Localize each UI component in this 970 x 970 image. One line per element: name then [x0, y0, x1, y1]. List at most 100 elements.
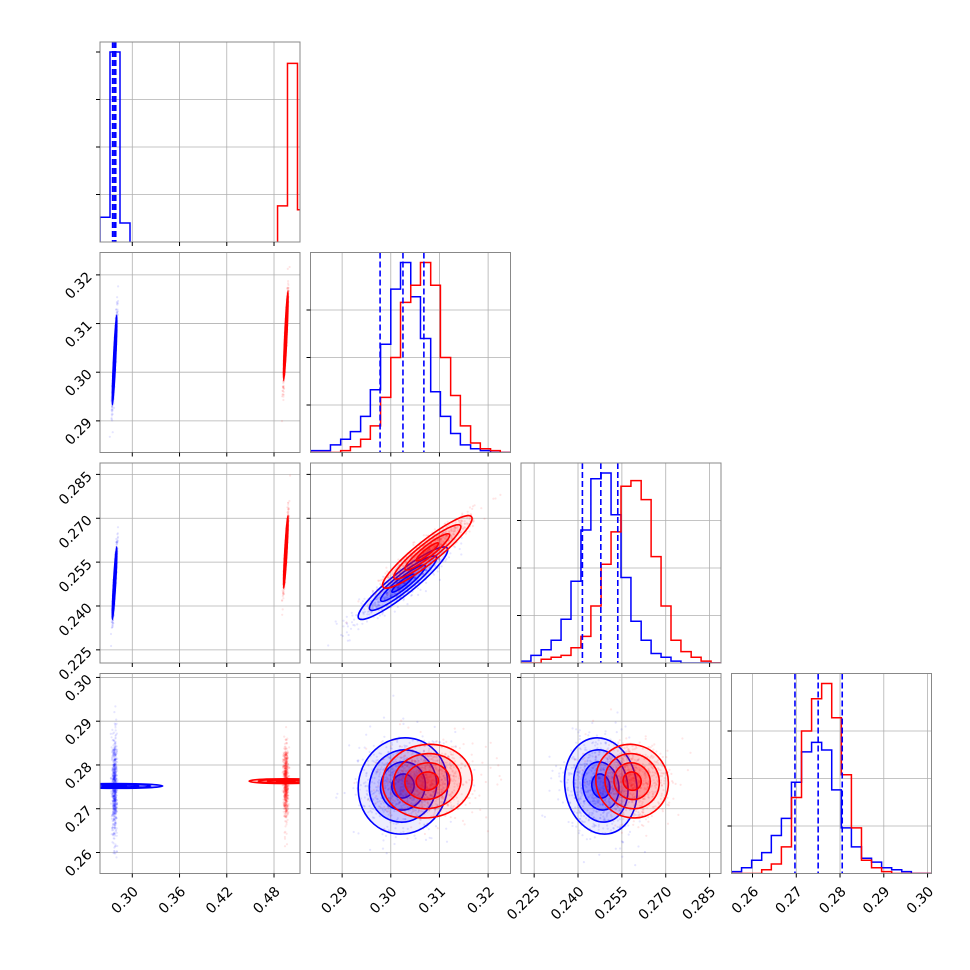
scatter-point: [114, 793, 117, 796]
scatter-point: [418, 557, 421, 560]
scatter-point: [115, 850, 118, 853]
scatter-point: [379, 590, 382, 593]
scatter-point: [112, 803, 115, 806]
scatter-point: [113, 797, 116, 800]
scatter-point: [113, 822, 116, 825]
scatter-point: [114, 799, 117, 803]
scatter-point: [116, 769, 119, 773]
scatter-point: [401, 570, 404, 573]
scatter-point: [113, 799, 116, 802]
scatter-point: [115, 765, 118, 769]
scatter-point: [453, 528, 457, 531]
scatter-point: [109, 632, 113, 636]
scatter-point: [422, 552, 425, 555]
scatter-point: [410, 562, 413, 565]
scatter-point: [114, 748, 117, 751]
scatter-point: [407, 564, 410, 567]
scatter-point: [396, 586, 399, 590]
scatter-point: [114, 736, 117, 739]
scatter-point: [114, 800, 117, 803]
scatter-point: [115, 777, 118, 780]
scatter-point: [114, 789, 117, 793]
scatter-point: [113, 772, 117, 775]
scatter-point: [111, 405, 114, 408]
scatter-point: [437, 540, 441, 543]
scatter-point: [113, 812, 116, 815]
scatter-point: [424, 554, 427, 557]
scatter-point: [345, 621, 348, 624]
scatter-point: [113, 793, 116, 796]
scatter-point: [404, 577, 407, 580]
scatter-point: [112, 760, 115, 764]
scatter-point: [114, 766, 117, 770]
scatter-point: [499, 493, 502, 496]
scatter-point: [114, 766, 117, 770]
scatter-point: [113, 711, 116, 714]
scatter-point: [114, 820, 117, 823]
scatter-point: [114, 744, 117, 747]
scatter-point: [404, 581, 407, 584]
scatter-point: [113, 804, 116, 807]
scatter-point: [397, 570, 400, 574]
scatter-point: [433, 528, 436, 531]
scatter-point: [439, 538, 442, 541]
scatter-point: [113, 769, 116, 773]
scatter-point: [453, 533, 456, 536]
scatter-point: [113, 849, 116, 853]
scatter-point: [110, 817, 113, 820]
scatter-point: [113, 834, 116, 837]
scatter-point: [112, 804, 115, 807]
scatter-point: [115, 543, 118, 546]
scatter-point: [471, 505, 475, 508]
scatter-point: [286, 287, 289, 290]
scatter-point: [113, 773, 117, 777]
scatter-point: [113, 771, 116, 774]
scatter-point: [384, 572, 387, 575]
scatter-point: [438, 537, 441, 540]
scatter-point: [110, 413, 113, 416]
scatter-point: [114, 723, 117, 726]
scatter-point: [111, 792, 114, 795]
scatter-point: [381, 608, 384, 611]
scatter-point: [113, 751, 116, 754]
scatter-point: [282, 386, 285, 390]
scatter-point: [466, 510, 469, 513]
scatter-point: [113, 770, 116, 773]
scatter-point: [445, 534, 448, 537]
scatter-point: [454, 527, 457, 530]
scatter-point: [115, 794, 118, 797]
scatter-point: [112, 753, 115, 756]
scatter-point: [111, 790, 114, 793]
scatter-point: [437, 558, 440, 561]
scatter-point: [389, 579, 392, 582]
scatter-point: [454, 538, 457, 541]
scatter-point: [282, 592, 285, 595]
scatter-point: [114, 845, 117, 848]
scatter-point: [114, 809, 117, 812]
scatter-point: [434, 544, 437, 547]
scatter-point: [113, 778, 116, 781]
scatter-point: [371, 607, 375, 610]
scatter-point: [287, 501, 290, 504]
panel-frame-1-1: [310, 252, 511, 453]
scatter-point: [399, 580, 402, 583]
panel-content-2-2: [521, 463, 721, 663]
scatter-point: [114, 805, 117, 808]
scatter-point: [114, 803, 117, 806]
scatter-point: [460, 542, 463, 545]
scatter-point: [113, 776, 116, 779]
scatter-point: [282, 592, 285, 595]
density-fill-2-1-series-1-level-0: [416, 542, 439, 561]
scatter-point: [114, 778, 118, 781]
scatter-point: [468, 506, 472, 509]
scatter-point: [114, 798, 117, 801]
scatter-point: [439, 537, 443, 540]
scatter-point: [111, 769, 114, 773]
scatter-point: [115, 801, 118, 804]
scatter-point: [413, 576, 416, 579]
scatter-point: [114, 798, 117, 801]
scatter-point: [381, 613, 384, 616]
scatter-point: [398, 575, 401, 578]
scatter-point: [414, 561, 417, 564]
